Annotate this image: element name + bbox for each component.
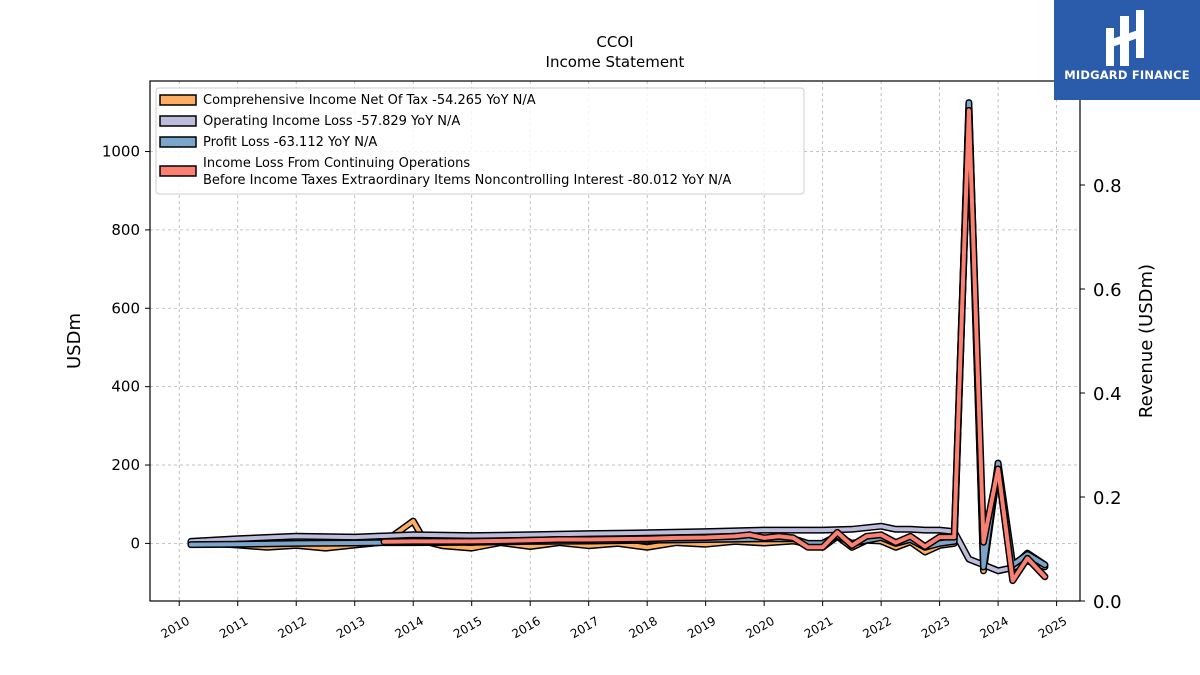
y-axis-label: USDm: [64, 313, 85, 369]
legend-swatch: [159, 115, 197, 127]
y-axis-right: 0.0 0.2 0.4 0.6 0.8: [1080, 176, 1122, 613]
midgard-finance-logo: MIDGARD FINANCE: [1054, 0, 1200, 100]
x-tick-label: 2012: [275, 614, 308, 641]
x-tick-label: 2021: [802, 614, 835, 641]
y-tick-label: 800: [111, 221, 140, 239]
legend-item: Income Loss From Continuing Operations Be…: [159, 156, 731, 188]
x-tick-label: 2016: [509, 614, 542, 641]
legend-label: Profit Loss -63.112 YoY N/A: [203, 135, 377, 150]
chart-title: CCOI: [596, 33, 633, 51]
y-axis-left: 0 200 400 600 800 1000: [102, 143, 150, 552]
legend-swatch: [159, 136, 197, 148]
y-tick-label: 0: [130, 534, 140, 552]
y-right-tick-label: 0.6: [1093, 280, 1122, 301]
y-right-tick-label: 0.2: [1093, 488, 1122, 509]
x-tick-label: 2025: [1036, 614, 1069, 641]
legend-swatch: [159, 94, 197, 106]
y-tick-label: 400: [111, 378, 140, 396]
y-right-tick-label: 0.0: [1093, 592, 1122, 613]
legend-label: Before Income Taxes Extraordinary Items …: [203, 173, 731, 188]
logo-mark-icon: [1106, 10, 1144, 66]
x-tick-label: 2024: [977, 614, 1010, 641]
y-tick-label: 600: [111, 299, 140, 317]
legend-swatch: [159, 165, 197, 177]
x-tick-label: 2018: [626, 614, 659, 641]
x-tick-label: 2017: [568, 614, 601, 641]
x-tick-label: 2023: [919, 614, 952, 641]
legend-item: Operating Income Loss -57.829 YoY N/A: [159, 114, 460, 129]
series-layer: [187, 99, 1049, 585]
series-4: [380, 106, 1049, 585]
y-tick-label: 1000: [102, 143, 140, 161]
legend: Comprehensive Income Net Of Tax -54.265 …: [155, 87, 805, 195]
y-right-tick-label: 0.8: [1093, 176, 1122, 197]
legend-label: Income Loss From Continuing Operations: [203, 156, 470, 171]
chart-subtitle: Income Statement: [546, 53, 685, 71]
x-tick-label: 2013: [334, 614, 367, 641]
x-axis: 2010 2011 2012 2013 2014 2015 2016 2017 2018 2019…: [159, 601, 1069, 641]
x-tick-label: 2019: [685, 614, 718, 641]
y-axis-right-label: Revenue (USDm): [1136, 264, 1157, 418]
legend-item: Profit Loss -63.112 YoY N/A: [159, 135, 377, 150]
legend-label: Comprehensive Income Net Of Tax -54.265 …: [203, 93, 536, 108]
x-tick-label: 2010: [159, 614, 192, 641]
y-right-tick-label: 0.4: [1093, 384, 1122, 405]
logo-text: MIDGARD FINANCE: [1064, 68, 1190, 82]
plot-frame: [149, 80, 1081, 602]
x-tick-label: 2011: [217, 614, 250, 641]
x-tick-label: 2022: [860, 614, 893, 641]
x-tick-label: 2015: [451, 614, 484, 641]
x-tick-label: 2020: [743, 614, 776, 641]
legend-box: [155, 87, 805, 195]
series-line: [382, 108, 1047, 583]
y-tick-label: 200: [111, 456, 140, 474]
legend-item: Comprehensive Income Net Of Tax -54.265 …: [159, 93, 536, 108]
x-tick-label: 2014: [392, 614, 425, 641]
legend-label: Operating Income Loss -57.829 YoY N/A: [203, 114, 460, 129]
